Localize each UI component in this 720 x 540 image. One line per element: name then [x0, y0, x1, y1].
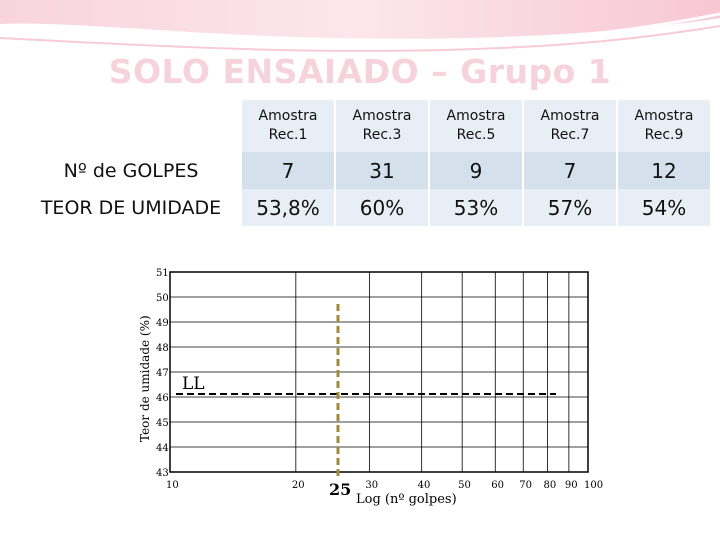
- column-header: Amostra Rec.9: [616, 100, 710, 152]
- table-cell: 7: [522, 152, 617, 189]
- table-row-umidade: TEOR DE UMIDADE 53,8% 60% 53% 57% 54%: [22, 189, 710, 226]
- table-cell: 57%: [522, 189, 617, 226]
- x-tick-labels: 10 20 30 40 50 60 70 80 90 100: [166, 480, 603, 491]
- column-header: Amostra Rec.3: [334, 100, 429, 152]
- table-cell: 53%: [428, 189, 523, 226]
- column-header: Amostra Rec.5: [428, 100, 523, 152]
- x-tick-label: 10: [166, 480, 179, 491]
- x-tick-label: 70: [519, 480, 532, 491]
- column-header: Amostra Rec.7: [522, 100, 617, 152]
- y-tick-label: 43: [156, 468, 169, 479]
- y-tick-labels: 51 50 49 48 47 46 45 44 43: [156, 268, 169, 479]
- table-cell: 9: [428, 152, 523, 189]
- table-row-golpes: Nº de GOLPES 7 31 9 7 12: [22, 152, 710, 189]
- table-cell: 7: [240, 152, 335, 189]
- x-tick-label: 30: [365, 480, 378, 491]
- x-tick-label: 40: [418, 480, 431, 491]
- y-tick-label: 49: [156, 318, 169, 329]
- x-axis-label: Log (nº golpes): [356, 492, 457, 507]
- y-tick-label: 48: [156, 343, 169, 354]
- y-tick-label: 46: [156, 393, 169, 404]
- y-tick-label: 50: [156, 293, 169, 304]
- chart-grid: [169, 271, 589, 473]
- table-cell: 54%: [616, 189, 710, 226]
- x-tick-label: 50: [458, 480, 471, 491]
- table-cell: 60%: [334, 189, 429, 226]
- header-banner: [0, 0, 720, 52]
- row-label: TEOR DE UMIDADE: [22, 189, 241, 226]
- table-corner: [22, 100, 241, 152]
- table-cell: 53,8%: [240, 189, 335, 226]
- y-tick-label: 44: [156, 443, 169, 454]
- row-label: Nº de GOLPES: [22, 152, 241, 189]
- x-tick-label: 20: [292, 480, 305, 491]
- x-tick-label: 90: [565, 480, 578, 491]
- page-title: SOLO ENSAIADO – Grupo 1: [108, 52, 612, 91]
- y-tick-label: 45: [156, 418, 169, 429]
- table-cell: 31: [334, 152, 429, 189]
- table-header-row: Amostra Rec.1 Amostra Rec.3 Amostra Rec.5 A…: [22, 100, 710, 152]
- x-tick-label: 80: [543, 480, 556, 491]
- y-tick-label: 47: [156, 368, 169, 379]
- column-header: Amostra Rec.1: [240, 100, 335, 152]
- y-axis-label: Teor de umidade (%): [138, 315, 152, 442]
- x-tick-label: 60: [491, 480, 504, 491]
- table-cell: 12: [616, 152, 710, 189]
- x-tick-label: 100: [584, 480, 603, 491]
- y-tick-label: 51: [156, 268, 169, 279]
- marker-25-label: 25: [329, 480, 351, 499]
- ll-label: LL: [182, 374, 205, 394]
- results-table: Amostra Rec.1 Amostra Rec.3 Amostra Rec.5 A…: [22, 100, 710, 226]
